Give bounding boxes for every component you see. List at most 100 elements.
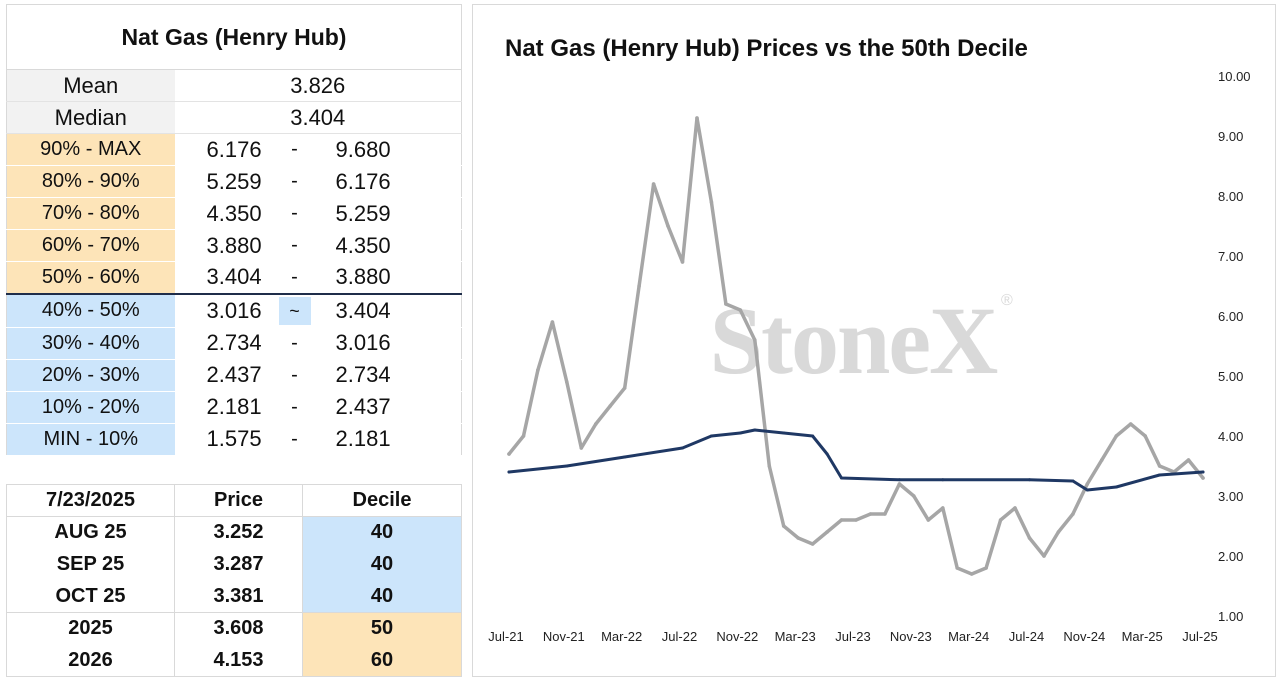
price-chart: Nat Gas (Henry Hub) Prices vs the 50th D… <box>488 35 1251 644</box>
median-point <box>1201 470 1205 474</box>
decile-low: 3.404 <box>174 261 270 295</box>
price-point <box>608 404 612 408</box>
y-tick-label: 1.00 <box>1218 609 1243 624</box>
deciles-table-title: Nat Gas (Henry Hub) <box>6 4 462 70</box>
decile-label: 80% - 90% <box>6 165 175 198</box>
contract-price: 4.153 <box>174 644 303 677</box>
decile-row: 30% - 40% 2.734-3.016 <box>6 327 462 360</box>
range-separator: - <box>291 170 298 192</box>
decile-row: 20% - 30% 2.437-2.734 <box>6 359 462 392</box>
price-point <box>984 566 988 570</box>
decile-low: 2.734 <box>174 327 270 360</box>
decile-high: 2.437 <box>319 391 462 424</box>
median-point <box>565 464 569 468</box>
decile-separator-cell: - <box>269 197 320 230</box>
x-tick-label: Nov-22 <box>716 629 758 644</box>
decile-label: 30% - 40% <box>6 327 175 360</box>
decile-row: 10% - 20% 2.181-2.437 <box>6 391 462 424</box>
price-point <box>1013 506 1017 510</box>
median-point <box>782 431 786 435</box>
price-point <box>565 380 569 384</box>
price-point <box>1186 458 1191 462</box>
price-point <box>810 542 815 546</box>
decile-label: 20% - 30% <box>6 359 175 392</box>
median-point <box>840 476 843 480</box>
median-series-line <box>507 428 1205 492</box>
y-tick-label: 9.00 <box>1218 129 1243 144</box>
x-tick-label: Jul-23 <box>835 629 870 644</box>
price-point <box>941 506 945 510</box>
price-point <box>550 320 555 324</box>
price-point <box>854 518 858 522</box>
price-point <box>680 260 685 264</box>
y-tick-label: 8.00 <box>1218 189 1243 204</box>
contract-name: OCT 25 <box>6 580 175 613</box>
median-point <box>1114 485 1118 489</box>
contract-name: 2026 <box>6 644 175 677</box>
price-point <box>1042 554 1046 558</box>
current-decile-marker: ~ <box>278 296 311 325</box>
contract-price: 3.252 <box>174 516 303 549</box>
y-tick-label: 6.00 <box>1218 309 1243 324</box>
decile-high: 3.404 <box>319 293 462 328</box>
decile-label: 50% - 60% <box>6 261 175 295</box>
chart-panel: Nat Gas (Henry Hub) Prices vs the 50th D… <box>472 4 1276 677</box>
decile-label: 60% - 70% <box>6 229 175 262</box>
price-header: Price <box>174 484 303 517</box>
price-point <box>666 224 670 228</box>
price-point <box>767 464 772 468</box>
chart-title: Nat Gas (Henry Hub) Prices vs the 50th D… <box>505 35 1028 62</box>
decile-header: Decile <box>302 484 462 517</box>
contract-decile: 50 <box>302 612 462 645</box>
contract-decile: 40 <box>302 548 462 581</box>
decile-row: MIN - 10% 1.575-2.181 <box>6 423 462 456</box>
contract-name: AUG 25 <box>6 516 175 549</box>
y-tick-label: 10.00 <box>1218 69 1251 84</box>
range-separator: - <box>291 331 298 354</box>
decile-label: MIN - 10% <box>6 423 175 456</box>
stonex-watermark: StoneX <box>710 287 998 394</box>
x-tick-label: Nov-24 <box>1063 629 1105 644</box>
x-tick-label: Nov-21 <box>543 629 585 644</box>
price-point <box>868 512 873 516</box>
futures-row: 2025 3.608 50 <box>6 612 462 645</box>
price-point <box>536 368 540 372</box>
decile-low: 2.437 <box>174 359 270 392</box>
decile-low: 2.181 <box>174 391 270 424</box>
price-point <box>1071 512 1075 516</box>
futures-row: OCT 25 3.381 40 <box>6 580 462 613</box>
futures-date: 7/23/2025 <box>6 484 175 517</box>
price-point <box>637 284 641 288</box>
x-tick-label: Jul-24 <box>1009 629 1044 644</box>
decile-high: 3.016 <box>319 327 462 360</box>
price-point <box>507 452 511 456</box>
price-point <box>709 200 714 204</box>
decile-separator-cell: ~ <box>269 293 320 328</box>
decile-separator-cell: - <box>269 165 320 198</box>
price-point <box>1143 434 1147 438</box>
decile-low: 3.880 <box>174 229 270 262</box>
price-point <box>622 386 627 390</box>
futures-table: 7/23/2025 Price Decile AUG 25 3.252 40 SEP … <box>6 484 462 677</box>
price-point <box>579 446 584 450</box>
price-point <box>1085 482 1090 486</box>
median-point <box>681 446 684 450</box>
decile-high: 2.734 <box>319 359 462 392</box>
price-point <box>594 422 598 426</box>
decile-separator-cell: - <box>269 133 320 166</box>
y-tick-label: 5.00 <box>1218 369 1243 384</box>
price-point <box>825 530 829 534</box>
x-tick-label: Mar-23 <box>775 629 816 644</box>
median-point <box>507 470 511 474</box>
decile-row: 80% - 90% 5.259-6.176 <box>6 165 462 198</box>
price-point <box>695 116 699 120</box>
decile-low: 4.350 <box>174 197 270 230</box>
range-separator: - <box>291 427 298 450</box>
contract-decile: 60 <box>302 644 462 677</box>
range-separator: - <box>291 265 298 288</box>
decile-high: 9.680 <box>319 133 462 166</box>
contract-name: 2025 <box>6 612 175 645</box>
decile-row: 40% - 50% 3.016 ~3.404 <box>6 293 462 328</box>
decile-high: 5.259 <box>319 197 462 230</box>
contract-price: 3.608 <box>174 612 303 645</box>
